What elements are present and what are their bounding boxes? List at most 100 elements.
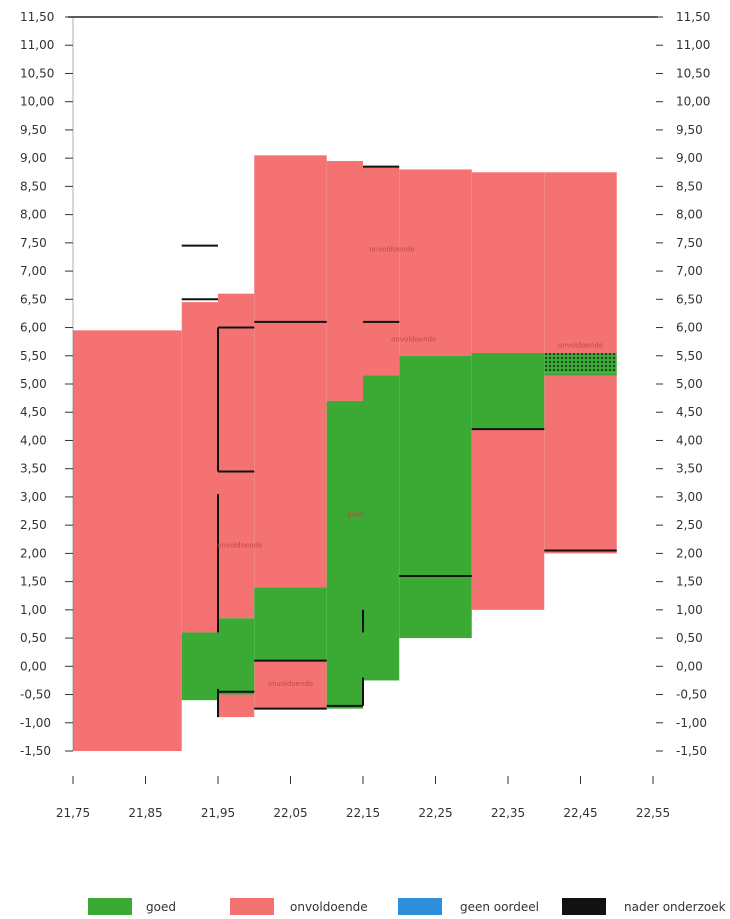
y-left-tick-label-24: 10,50 <box>20 66 54 80</box>
onvoldoende-band-1 <box>181 302 218 633</box>
goed-band-6 <box>471 352 545 430</box>
y-right-tick-label-8: 2,50 <box>676 518 703 532</box>
y-right-tick-label-11: 4,00 <box>676 433 703 447</box>
legend-swatch-nader-onderzoek <box>562 898 606 915</box>
y-right-tick-label-4: 0,50 <box>676 631 703 645</box>
y-left-tick-label-19: 8,00 <box>20 208 47 222</box>
y-left-tick-label-14: 5,50 <box>20 349 47 363</box>
region-label-4: onvoldoende <box>268 680 313 688</box>
y-left-tick-label-23: 10,00 <box>20 95 54 109</box>
region-label-0: onvoldoende <box>369 245 414 253</box>
y-right-tick-label-17: 7,00 <box>676 264 703 278</box>
x-axis-labels: 21,75 21,85 21,95 22,05 22,15 22,25 22,35 22,45… <box>56 776 670 820</box>
y-axis-right-labels: -1,50 -1,00 -0,50 0,00 0,50 1,00 1,50 2,00 2,50 3… <box>656 10 710 758</box>
region-labels: onvoldoende onvoldoende onvoldoende goed onv… <box>217 245 603 688</box>
legend: goed onvoldoende geen oordeel nader onde… <box>0 890 730 919</box>
onvoldoende-band-9 <box>544 172 617 353</box>
y-left-tick-label-15: 6,00 <box>20 321 47 335</box>
onvoldoende-band-6 <box>363 166 400 376</box>
goed-band-2 <box>254 587 327 661</box>
legend-swatch-onvoldoende <box>230 898 274 915</box>
goed-band-4 <box>363 375 400 681</box>
y-left-tick-label-17: 7,00 <box>20 264 47 278</box>
y-left-tick-label-20: 8,50 <box>20 179 47 193</box>
y-left-tick-label-0: -1,50 <box>20 744 51 758</box>
x-tick-label-8: 22,55 <box>636 806 670 820</box>
goed-band-5 <box>399 355 472 639</box>
y-right-tick-label-18: 7,50 <box>676 236 703 250</box>
goed-band-1 <box>218 618 255 695</box>
x-tick-label-4: 22,15 <box>346 806 380 820</box>
onvoldoende-band-8 <box>471 172 545 356</box>
y-left-tick-label-1: -1,00 <box>20 716 51 730</box>
goed-band-3 <box>326 400 363 709</box>
legend-label-goed: goed <box>146 900 176 914</box>
region-label-3: goed <box>347 511 364 519</box>
y-right-tick-label-12: 4,50 <box>676 405 703 419</box>
legend-swatch-goed <box>88 898 132 915</box>
y-left-tick-label-4: 0,50 <box>20 631 47 645</box>
y-right-tick-label-13: 5,00 <box>676 377 703 391</box>
y-right-tick-label-20: 8,50 <box>676 179 703 193</box>
y-left-tick-label-22: 9,50 <box>20 123 47 137</box>
y-right-tick-label-5: 1,00 <box>676 603 703 617</box>
x-tick-label-3: 22,05 <box>273 806 307 820</box>
y-right-tick-label-23: 10,00 <box>676 95 710 109</box>
onvoldoende-band-4 <box>290 155 327 588</box>
goed-band-7 <box>544 372 617 376</box>
y-right-tick-label-26: 11,50 <box>676 10 710 24</box>
y-left-tick-label-6: 1,50 <box>20 575 47 589</box>
y-right-tick-label-1: -1,00 <box>676 716 707 730</box>
y-right-tick-label-24: 10,50 <box>676 66 710 80</box>
x-tick-label-1: 21,85 <box>128 806 162 820</box>
y-left-tick-label-8: 2,50 <box>20 518 47 532</box>
y-right-tick-label-3: 0,00 <box>676 659 703 673</box>
y-left-tick-label-10: 3,50 <box>20 462 47 476</box>
region-label-1: onvoldoende <box>391 336 436 344</box>
boundary-lines <box>181 165 617 718</box>
legend-label-nader-onderzoek: nader onderzoek <box>624 900 726 914</box>
y-right-tick-label-19: 8,00 <box>676 208 703 222</box>
y-right-tick-label-16: 6,50 <box>676 292 703 306</box>
goed-band-0 <box>181 632 218 701</box>
y-right-tick-label-7: 2,00 <box>676 546 703 560</box>
onvoldoende-bands <box>73 155 617 751</box>
step-band-diagram: onvoldoende onvoldoende onvoldoende goed onv… <box>20 10 710 820</box>
y-left-tick-label-21: 9,00 <box>20 151 47 165</box>
goed-bands <box>181 352 617 709</box>
onvoldoende-band-11 <box>544 375 617 554</box>
y-left-tick-label-12: 4,50 <box>20 405 47 419</box>
onvoldoende-band-13 <box>254 660 327 709</box>
onvoldoende-band-0 <box>73 330 182 751</box>
onvoldoende-band-2 <box>218 293 255 619</box>
legend-swatch-geen-oordeel <box>398 898 442 915</box>
y-left-tick-label-26: 11,50 <box>20 10 54 24</box>
y-right-tick-label-9: 3,00 <box>676 490 703 504</box>
y-left-tick-label-5: 1,00 <box>20 603 47 617</box>
y-left-tick-label-11: 4,00 <box>20 433 47 447</box>
y-right-tick-label-10: 3,50 <box>676 462 703 476</box>
x-tick-label-5: 22,25 <box>418 806 452 820</box>
y-right-tick-label-6: 1,50 <box>676 575 703 589</box>
nader-onderzoek-bands <box>544 352 617 373</box>
legend-label-geen-oordeel: geen oordeel <box>460 900 539 914</box>
x-tick-label-7: 22,45 <box>563 806 597 820</box>
y-left-tick-label-9: 3,00 <box>20 490 47 504</box>
y-right-tick-label-2: -0,50 <box>676 688 707 702</box>
onvoldoende-band-10 <box>471 429 545 610</box>
x-tick-label-2: 21,95 <box>201 806 235 820</box>
region-label-2: onvoldoende <box>217 542 262 550</box>
y-right-tick-label-25: 11,00 <box>676 38 710 52</box>
y-left-tick-label-16: 6,50 <box>20 292 47 306</box>
y-left-tick-label-3: 0,00 <box>20 659 47 673</box>
y-axis-left-labels: -1,50 -1,00 -0,50 0,00 0,50 1,00 1,50 2,00 2,50 3… <box>20 10 73 758</box>
legend-label-onvoldoende: onvoldoende <box>290 900 368 914</box>
onvoldoende-band-12 <box>218 694 255 718</box>
y-right-tick-label-0: -1,50 <box>676 744 707 758</box>
y-right-tick-label-14: 5,50 <box>676 349 703 363</box>
y-right-tick-label-15: 6,00 <box>676 321 703 335</box>
y-left-tick-label-7: 2,00 <box>20 546 47 560</box>
y-right-tick-label-22: 9,50 <box>676 123 703 137</box>
y-left-tick-label-13: 5,00 <box>20 377 47 391</box>
x-tick-label-6: 22,35 <box>491 806 525 820</box>
